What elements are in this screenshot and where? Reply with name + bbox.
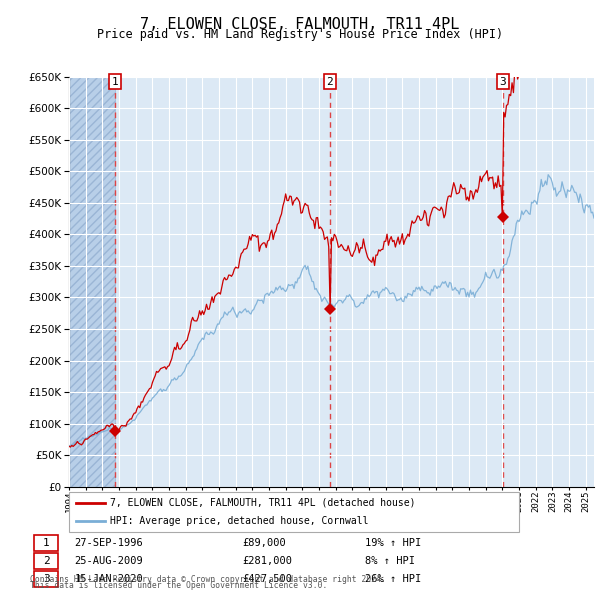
FancyBboxPatch shape: [34, 553, 58, 569]
Text: 1: 1: [111, 77, 118, 87]
FancyBboxPatch shape: [34, 535, 58, 550]
Text: 2: 2: [326, 77, 333, 87]
Text: £89,000: £89,000: [242, 538, 286, 548]
Text: 15-JAN-2020: 15-JAN-2020: [74, 573, 143, 584]
Text: 3: 3: [43, 573, 50, 584]
Text: £427,500: £427,500: [242, 573, 292, 584]
Text: 26% ↑ HPI: 26% ↑ HPI: [365, 573, 421, 584]
Text: This data is licensed under the Open Government Licence v3.0.: This data is licensed under the Open Gov…: [30, 581, 328, 590]
Text: 1: 1: [43, 538, 50, 548]
Text: 8% ↑ HPI: 8% ↑ HPI: [365, 556, 415, 566]
Text: 27-SEP-1996: 27-SEP-1996: [74, 538, 143, 548]
Text: HPI: Average price, detached house, Cornwall: HPI: Average price, detached house, Corn…: [110, 516, 368, 526]
FancyBboxPatch shape: [69, 492, 519, 532]
Text: £281,000: £281,000: [242, 556, 292, 566]
Text: 19% ↑ HPI: 19% ↑ HPI: [365, 538, 421, 548]
FancyBboxPatch shape: [34, 571, 58, 586]
Text: 7, ELOWEN CLOSE, FALMOUTH, TR11 4PL: 7, ELOWEN CLOSE, FALMOUTH, TR11 4PL: [140, 17, 460, 31]
Bar: [69, 77, 115, 487]
Text: 25-AUG-2009: 25-AUG-2009: [74, 556, 143, 566]
Text: 2: 2: [43, 556, 50, 566]
Text: 7, ELOWEN CLOSE, FALMOUTH, TR11 4PL (detached house): 7, ELOWEN CLOSE, FALMOUTH, TR11 4PL (det…: [110, 498, 415, 508]
Text: Price paid vs. HM Land Registry's House Price Index (HPI): Price paid vs. HM Land Registry's House …: [97, 28, 503, 41]
Text: Contains HM Land Registry data © Crown copyright and database right 2024.: Contains HM Land Registry data © Crown c…: [30, 575, 386, 584]
Text: 3: 3: [500, 77, 506, 87]
